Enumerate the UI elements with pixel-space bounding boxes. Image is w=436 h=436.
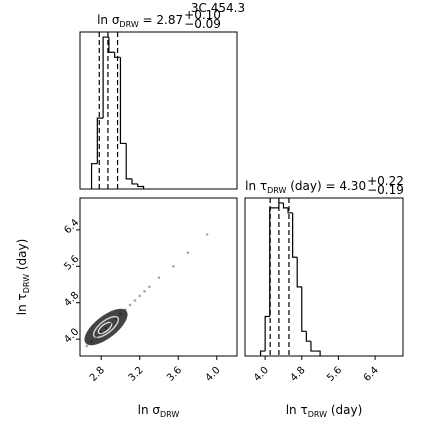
hist-step xyxy=(305,331,311,342)
symbol: ln τ xyxy=(286,403,308,417)
y-axis-label: ln τDRW (day) xyxy=(15,239,31,316)
sample-point xyxy=(95,335,98,339)
hist-step xyxy=(310,341,316,352)
panel-frame xyxy=(79,31,238,190)
hist-step xyxy=(259,350,266,356)
panel-title: ln τDRW (day) = 4.30 +0.22−0.19 xyxy=(245,174,404,197)
hist-step xyxy=(119,57,127,145)
panel-title-text: ln τDRW (day) = 4.30 xyxy=(245,179,366,195)
x-axis-label-text: ln τDRW (day) xyxy=(286,403,363,419)
x-axis-label: ln τDRW (day) xyxy=(286,403,363,419)
sample-point xyxy=(128,303,132,307)
y-tick-label: 4.0 xyxy=(62,326,81,345)
sample-point xyxy=(109,321,113,325)
hist-step xyxy=(282,202,289,209)
hist-step xyxy=(90,163,98,189)
sample-point xyxy=(172,264,175,268)
subscript: DRW xyxy=(119,20,138,29)
hist-step xyxy=(114,52,121,58)
hist-step xyxy=(131,178,138,185)
hist-step xyxy=(102,36,109,119)
symbol: ln τ xyxy=(245,179,267,193)
subscript: DRW xyxy=(267,186,286,195)
symbol: ln σ xyxy=(138,403,161,417)
hist-step xyxy=(125,143,133,180)
label-text: (day) xyxy=(15,239,29,274)
sample-point xyxy=(123,308,127,311)
x-axis-label: ln σDRW xyxy=(138,403,180,419)
contour-mid xyxy=(92,315,120,339)
label-text: = 2.87 xyxy=(139,13,183,27)
panel-frame xyxy=(79,197,238,357)
subscript: DRW xyxy=(160,410,179,419)
x-axis-label-text: ln σDRW xyxy=(138,403,180,419)
density-contours xyxy=(84,308,128,346)
subscript: DRW xyxy=(308,410,327,419)
label-text: (day) = 4.30 xyxy=(286,179,366,193)
symbol: ln τ xyxy=(15,293,29,315)
x-tick-label: 5.6 xyxy=(325,365,344,384)
x-tick-label: 2.8 xyxy=(88,365,107,384)
sample-point xyxy=(157,276,161,279)
x-tick-label: 4.8 xyxy=(289,365,308,384)
sample-point xyxy=(205,233,209,236)
upper-error: +0.22 xyxy=(367,174,404,188)
y-axis-label-text: ln τDRW (day) xyxy=(15,239,31,316)
sample-point xyxy=(119,312,122,316)
hist-step xyxy=(108,37,115,53)
sample-point xyxy=(99,331,103,334)
lower-error: −0.09 xyxy=(184,17,221,31)
x-tick-label: 3.6 xyxy=(165,365,184,384)
symbol: ln σ xyxy=(97,13,120,27)
hist-step xyxy=(96,117,104,164)
hist-step xyxy=(137,183,145,189)
lower-error: −0.19 xyxy=(367,183,404,197)
hist-step xyxy=(278,202,284,208)
panel-title: ln σDRW = 2.87 +0.10−0.09 xyxy=(97,8,221,31)
sample-point xyxy=(186,251,190,254)
y-tick-label: 6.4 xyxy=(62,217,81,236)
hist-step xyxy=(292,212,298,258)
hist-step xyxy=(301,286,307,332)
y-tick-label: 5.6 xyxy=(62,254,81,273)
y-tick-label: 4.8 xyxy=(62,290,81,309)
x-tick-label: 4.0 xyxy=(204,365,223,384)
sample-point xyxy=(90,340,93,343)
x-tick-label: 4.0 xyxy=(252,365,271,384)
label-text: (day) xyxy=(327,403,362,417)
sample-point xyxy=(85,344,89,348)
x-tick-label: 6.4 xyxy=(362,365,381,384)
sample-point xyxy=(133,299,137,302)
figure-title: 3C 454.3 xyxy=(191,1,245,15)
sample-point xyxy=(114,317,117,320)
x-tick-label: 3.2 xyxy=(127,365,146,384)
hist-step xyxy=(287,207,293,214)
upper-error: +0.10 xyxy=(184,8,221,22)
subscript: DRW xyxy=(22,274,31,293)
hist-step xyxy=(315,350,321,356)
contour-outer xyxy=(84,308,128,346)
hist-step xyxy=(296,257,302,288)
sample-point xyxy=(148,285,151,289)
sample-point xyxy=(104,326,108,330)
panel-frame xyxy=(244,197,404,357)
contour-inner xyxy=(97,321,113,335)
panel-title-text: ln σDRW = 2.87 xyxy=(97,13,183,29)
sample-point xyxy=(143,290,146,293)
sample-point xyxy=(138,294,142,298)
hist-step xyxy=(264,315,270,352)
